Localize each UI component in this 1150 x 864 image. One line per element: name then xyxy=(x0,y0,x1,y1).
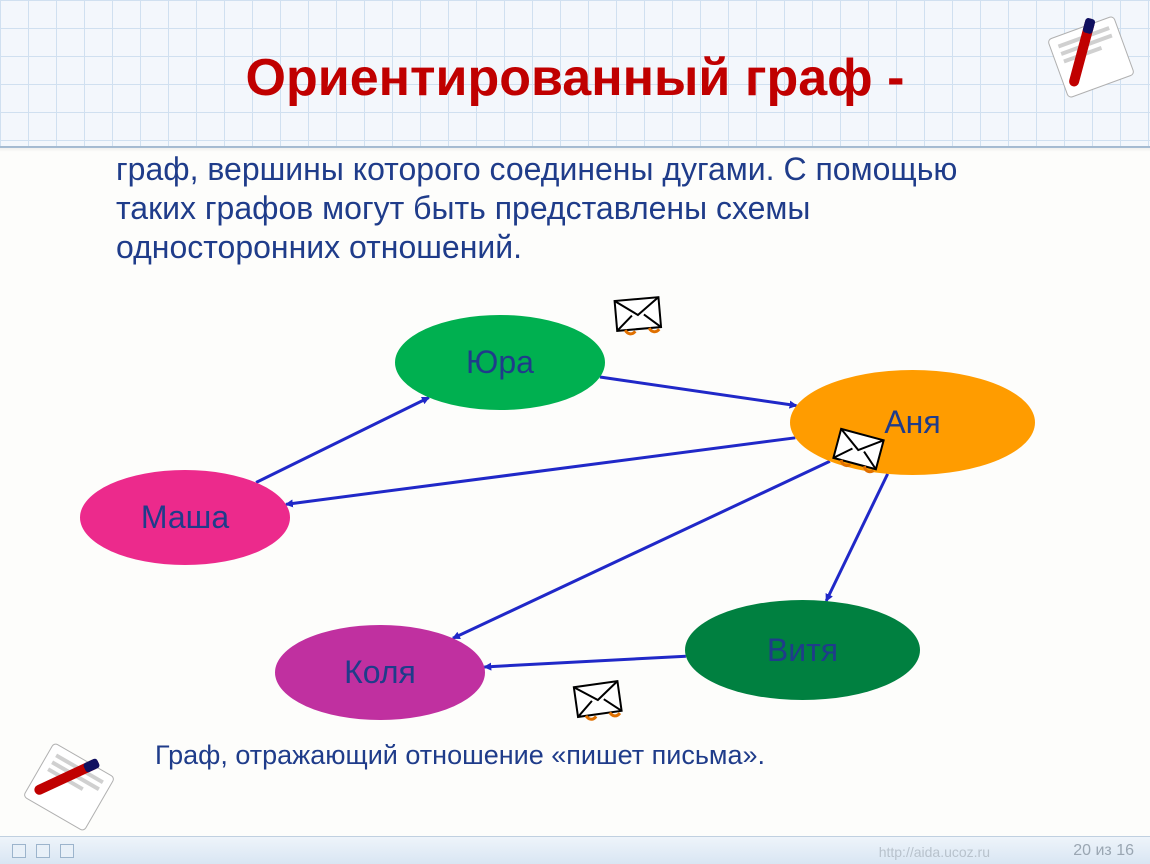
view-sorter-icon[interactable] xyxy=(36,844,50,858)
letter-icon xyxy=(567,676,628,725)
page-number: 20 из 16 xyxy=(1073,842,1134,860)
letter-icon xyxy=(608,293,667,340)
slide-description: граф, вершины которого соединены дугами.… xyxy=(116,150,1036,267)
view-normal-icon[interactable] xyxy=(12,844,26,858)
graph-node-vitya: Витя xyxy=(685,600,920,700)
view-slideshow-icon[interactable] xyxy=(60,844,74,858)
slide-caption: Граф, отражающий отношение «пишет письма… xyxy=(155,740,765,771)
footer-url: http://aida.ucoz.ru xyxy=(879,844,990,860)
graph-node-masha: Маша xyxy=(80,470,290,565)
footer-view-buttons xyxy=(12,844,74,858)
graph-node-yura: Юра xyxy=(395,315,605,410)
graph-node-kolya: Коля xyxy=(275,625,485,720)
slide-title: Ориентированный граф - xyxy=(0,48,1150,108)
